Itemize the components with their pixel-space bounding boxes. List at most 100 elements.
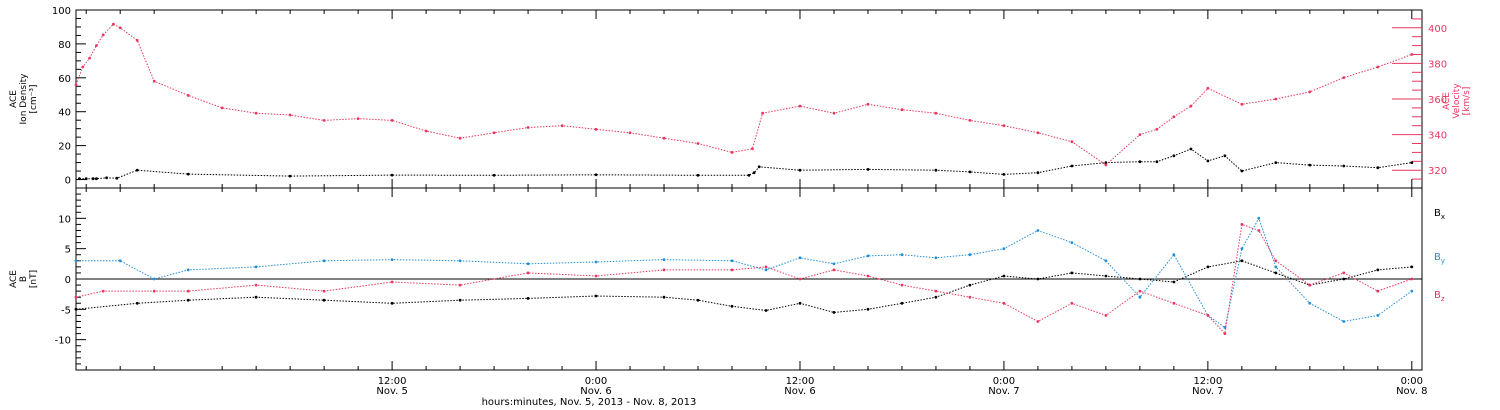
series-By	[74, 216, 1414, 329]
y-tick-label: 80	[58, 40, 71, 51]
x-tick-time: 12:00	[378, 376, 407, 387]
data-point	[798, 104, 802, 108]
data-point	[866, 168, 870, 171]
data-point	[934, 111, 938, 115]
series-Bz	[74, 223, 1414, 335]
data-series	[74, 22, 1414, 335]
axis-ticks: 0 20 40 60 80 100 320 340 360 380 400 -10 -5 0 5 10 12:0…	[52, 6, 1447, 397]
data-point	[322, 259, 326, 263]
data-point	[390, 119, 394, 122]
b-legend: Bx By Bz	[1434, 208, 1445, 303]
data-point	[730, 151, 734, 154]
y-tick-label: 0	[65, 176, 71, 187]
data-point	[1002, 301, 1006, 305]
data-point	[458, 283, 462, 287]
data-point	[968, 170, 972, 174]
bottom-left-axis-title: ACE B [nT]	[9, 270, 39, 288]
y-tick-label: 20	[58, 142, 71, 153]
data-point	[696, 298, 700, 302]
series-trace	[75, 260, 1412, 313]
data-point	[1274, 97, 1278, 101]
y-right-tick-label: 360	[1428, 95, 1447, 106]
axis-title-line: Velocity	[1452, 83, 1462, 119]
x-tick-time: 12:00	[1193, 376, 1222, 387]
data-point	[492, 131, 496, 135]
axis-title-line: B	[19, 276, 29, 282]
axis-title-line: [nT]	[29, 270, 39, 288]
series-#000000	[78, 147, 1414, 181]
x-tick-time: 12:00	[786, 376, 815, 387]
data-point	[1342, 277, 1346, 281]
x-tick-time: 0:00	[993, 376, 1015, 387]
data-point	[900, 108, 904, 112]
legend-entry: By	[1434, 252, 1445, 265]
data-point	[832, 311, 836, 314]
data-point	[1002, 173, 1006, 176]
series-trace	[75, 23, 1412, 166]
y-right-tick-label: 400	[1428, 24, 1447, 35]
data-point	[288, 174, 292, 178]
x-tick-time: 0:00	[1401, 376, 1423, 387]
axis-title-line: ACE	[9, 270, 19, 288]
data-point	[1308, 163, 1312, 167]
data-point	[390, 173, 394, 177]
data-point	[254, 265, 258, 269]
data-point	[95, 177, 98, 181]
data-point	[1070, 164, 1074, 168]
legend-subscript: z	[1441, 295, 1445, 303]
x-tick-date: Nov. 8	[1396, 386, 1427, 397]
data-point	[1036, 131, 1040, 135]
x-tick-date: Nov. 5	[376, 386, 407, 397]
series-trace	[76, 217, 1413, 329]
data-point	[390, 280, 394, 284]
data-point	[1070, 271, 1074, 275]
data-point	[1223, 326, 1227, 329]
axis-title-line: [cm⁻³]	[29, 84, 39, 113]
axis-title-line: [km/s]	[1462, 87, 1472, 116]
x-tick-time: 0:00	[585, 376, 607, 387]
x-tick-date: Nov. 7	[988, 386, 1019, 397]
data-point	[730, 268, 734, 272]
data-point	[662, 136, 666, 140]
y-tick-label: 10	[58, 214, 71, 225]
data-point	[798, 168, 802, 172]
series-trace	[79, 148, 1412, 180]
y-tick-label: 60	[58, 74, 71, 85]
y-right-tick-label: 340	[1428, 131, 1447, 142]
data-point	[1002, 124, 1006, 128]
data-point	[696, 173, 700, 177]
legend-entry: Bx	[1434, 208, 1445, 221]
y-tick-label: 40	[58, 108, 71, 119]
data-point	[322, 119, 326, 122]
data-point	[186, 289, 190, 293]
x-tick-date: Nov. 6	[580, 386, 611, 397]
data-point	[1410, 265, 1414, 269]
y-tick-label: -5	[61, 305, 71, 316]
series-Bx	[74, 259, 1414, 314]
top-right-axis-title: ACE Velocity [km/s]	[1442, 83, 1472, 119]
data-point	[1240, 223, 1244, 226]
axis-title-line: ACE	[1442, 92, 1452, 110]
data-point	[91, 177, 95, 181]
data-point	[322, 298, 326, 302]
data-point	[390, 301, 394, 305]
axis-title-line: Ion Density	[19, 73, 29, 125]
y-tick-label: 100	[52, 6, 71, 17]
data-point	[594, 173, 598, 177]
top-panel-frame	[75, 9, 1423, 189]
data-point	[1342, 320, 1346, 323]
data-point	[934, 289, 938, 293]
data-point	[186, 172, 190, 176]
y-tick-label: -10	[55, 336, 71, 347]
data-point	[526, 297, 530, 300]
data-point	[1308, 90, 1312, 94]
data-point	[968, 253, 972, 257]
legend-subscript: x	[1441, 213, 1445, 221]
axis-title-line: ACE	[9, 90, 19, 108]
y-right-tick-label: 320	[1428, 166, 1447, 177]
data-point	[594, 127, 598, 131]
x-axis-title: hours:minutes, Nov. 5, 2013 - Nov. 8, 20…	[482, 397, 697, 408]
y-tick-label: 5	[65, 245, 71, 256]
legend-subscript: y	[1441, 257, 1445, 265]
